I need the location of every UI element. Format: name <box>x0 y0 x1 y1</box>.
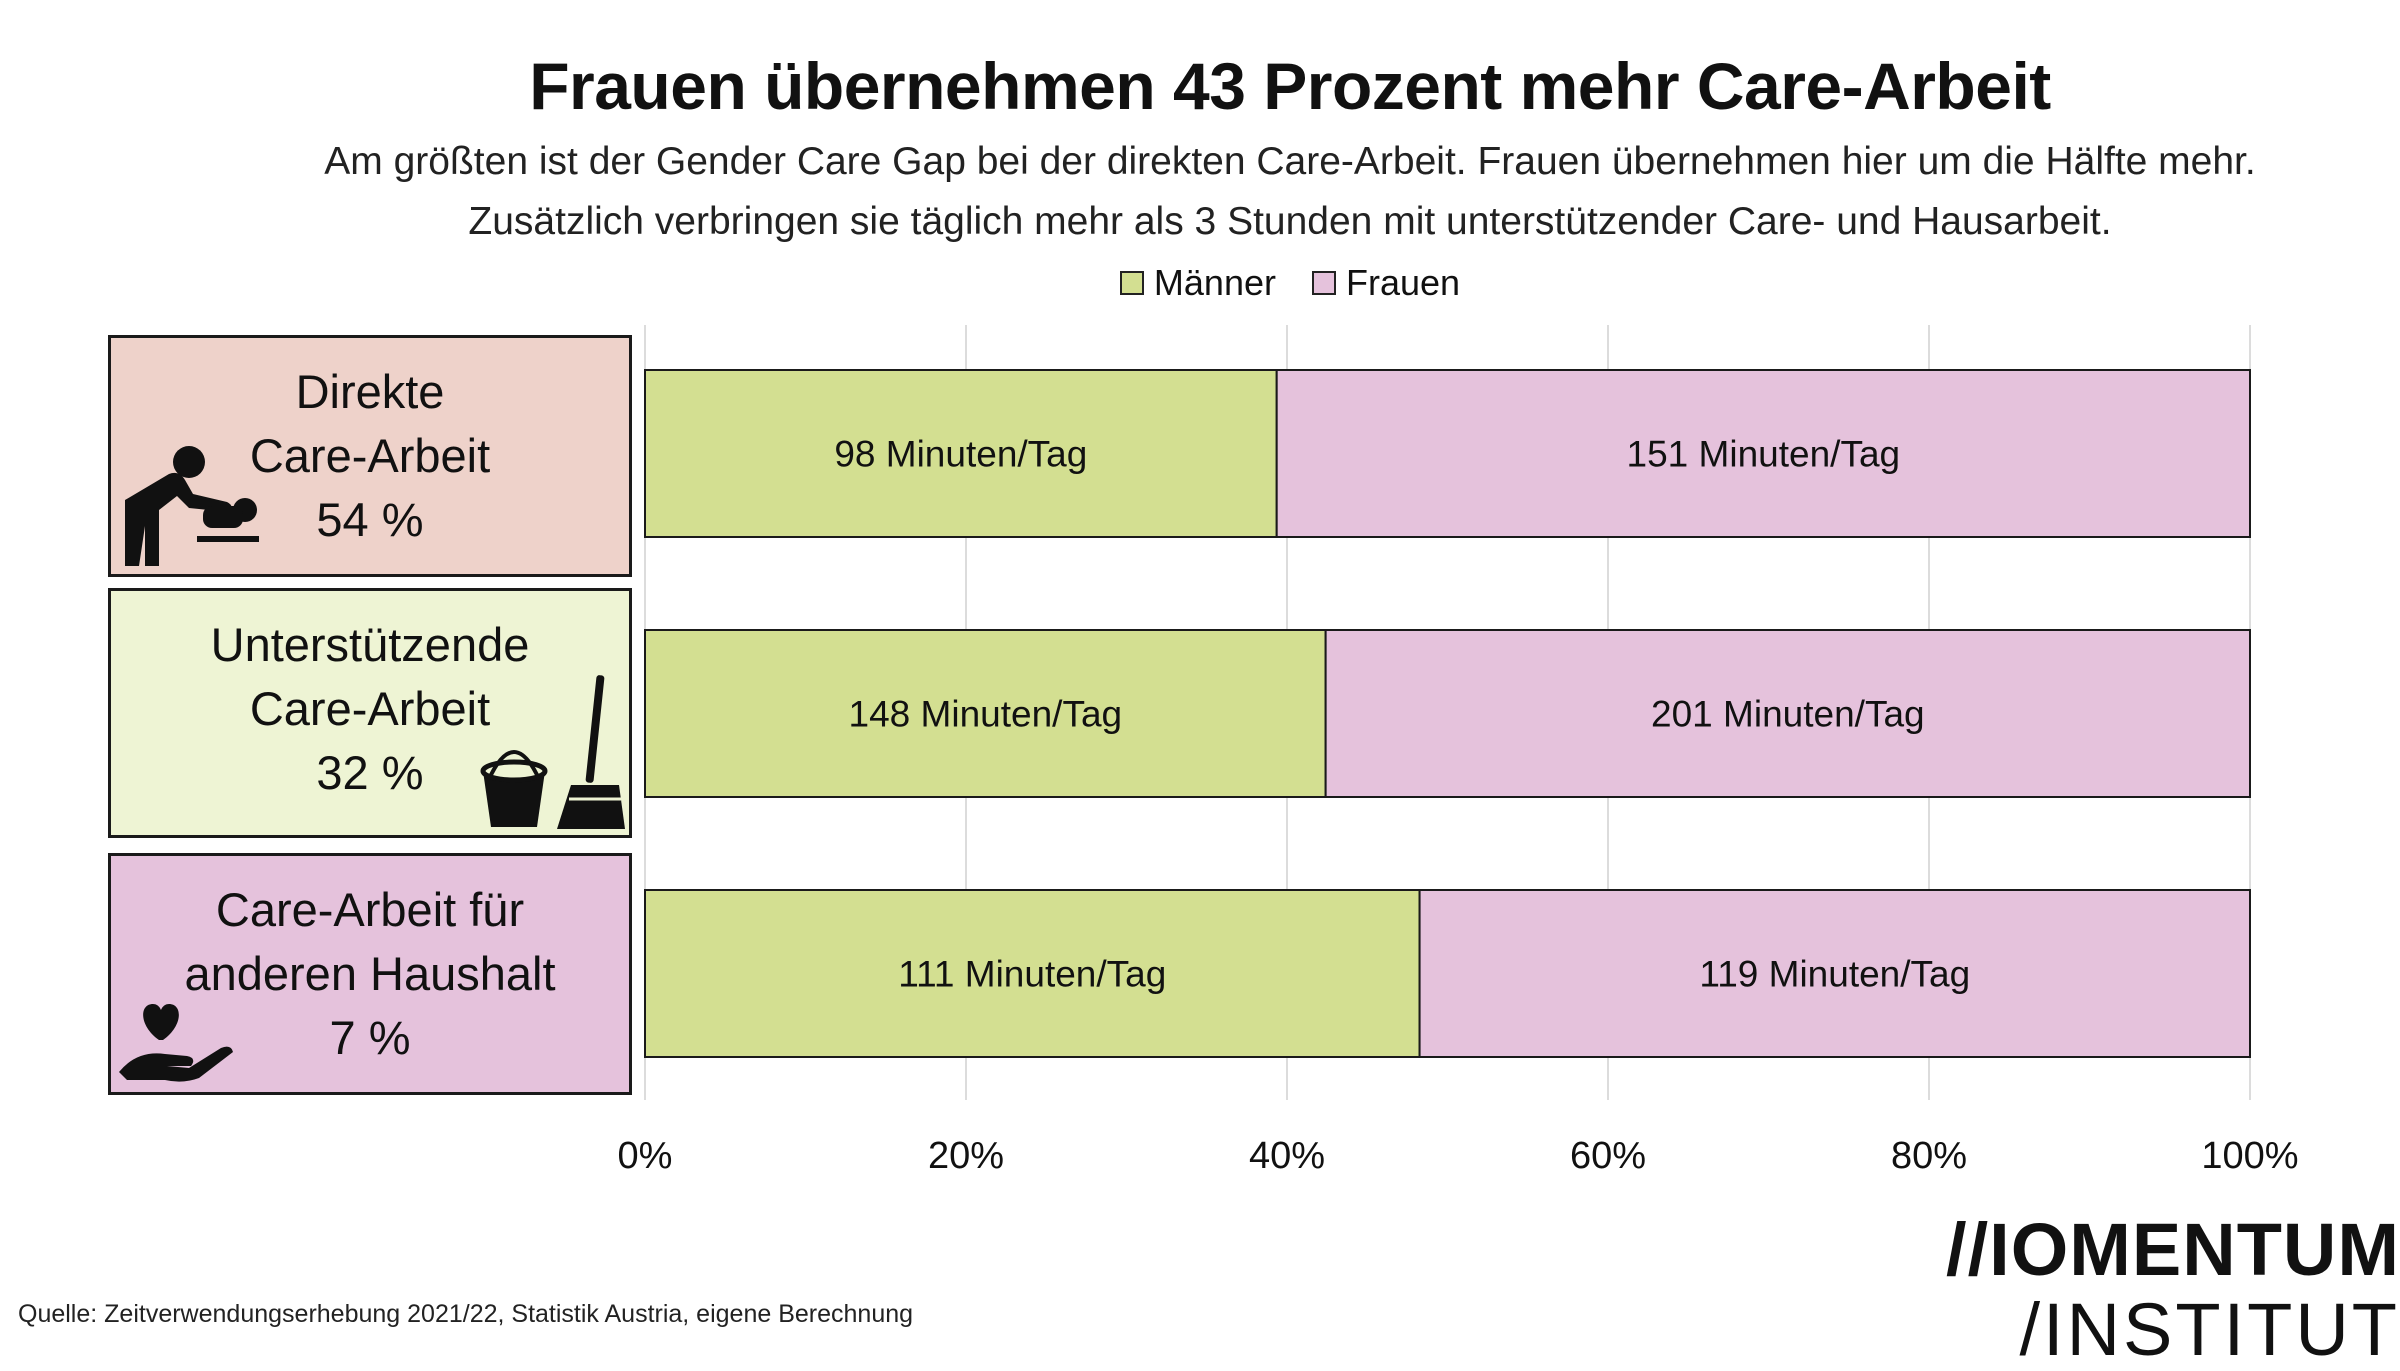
bar-segment-maenner <box>644 369 1278 538</box>
category-title-2: Care-Arbeit <box>249 429 491 482</box>
bar-segment-frauen <box>1324 629 2251 798</box>
x-tick-label: 20% <box>928 1135 1004 1177</box>
chart-subtitle: Am größten ist der Gender Care Gap bei d… <box>324 140 2256 243</box>
category-title-2: Care-Arbeit <box>249 682 491 735</box>
category-box-anderer-haushalt: Care-Arbeit für anderen Haushalt 7 % <box>108 853 632 1095</box>
chart-title: Frauen übernehmen 43 Prozent mehr Care-A… <box>529 49 2051 123</box>
category-percent: 32 % <box>316 746 424 799</box>
category-box-direkte: Direkte Care-Arbeit 54 % <box>108 335 632 577</box>
bar-segment-maenner <box>644 889 1421 1058</box>
category-title: Care-Arbeit für <box>215 883 525 936</box>
legend-label-maenner: Männer <box>1153 262 1276 303</box>
data-label: 119 Minuten/Tag <box>1699 954 1970 995</box>
category-label-unterstuetzende: Unterstützende Care-Arbeit 32 % <box>111 591 629 805</box>
x-tick-label: 0% <box>618 1135 673 1177</box>
bar-segment-frauen <box>1418 889 2251 1058</box>
caregiver-baby-icon <box>125 446 259 566</box>
data-label: 148 Minuten/Tag <box>849 694 1123 735</box>
category-percent: 54 % <box>316 493 424 546</box>
category-title: Direkte <box>295 365 445 418</box>
x-tick-label: 100% <box>2201 1135 2298 1177</box>
legend-item-maenner: Männer <box>1119 262 1276 304</box>
legend-item-frauen: Frauen <box>1311 262 1461 304</box>
heart-hand-icon <box>119 1004 233 1082</box>
data-label: 151 Minuten/Tag <box>1627 434 1901 475</box>
x-tick-label: 60% <box>1570 1135 1646 1177</box>
x-tick-label: 80% <box>1891 1135 1967 1177</box>
legend-swatch-frauen <box>1311 271 1336 295</box>
category-label-anderer-haushalt: Care-Arbeit für anderen Haushalt 7 % <box>111 856 629 1070</box>
data-label: 98 Minuten/Tag <box>834 434 1087 475</box>
momentum-institut-logo: //IOMENTUM /INSTITUT <box>1946 1210 2400 1370</box>
bucket-broom-icon <box>480 675 625 829</box>
legend: Männer Frauen <box>0 262 2400 304</box>
data-label: 201 Minuten/Tag <box>1651 694 1925 735</box>
category-percent: 7 % <box>329 1011 411 1064</box>
legend-swatch-maenner <box>1119 271 1144 295</box>
category-box-unterstuetzende: Unterstützende Care-Arbeit 32 % <box>108 588 632 838</box>
category-title-2: anderen Haushalt <box>184 947 556 1000</box>
logo-line-2: /INSTITUT <box>2019 1288 2400 1371</box>
logo-line-1: //IOMENTUM <box>1946 1208 2400 1291</box>
category-label-direkte: Direkte Care-Arbeit 54 % <box>111 338 629 552</box>
bar-segment-maenner <box>644 629 1327 798</box>
legend-label-frauen: Frauen <box>1345 262 1461 303</box>
category-title: Unterstützende <box>210 618 530 671</box>
data-label: 111 Minuten/Tag <box>898 954 1166 995</box>
bar-segment-frauen <box>1275 369 2251 538</box>
source-note: Quelle: Zeitverwendungserhebung 2021/22,… <box>18 1300 914 1328</box>
x-tick-label: 40% <box>1249 1135 1325 1177</box>
